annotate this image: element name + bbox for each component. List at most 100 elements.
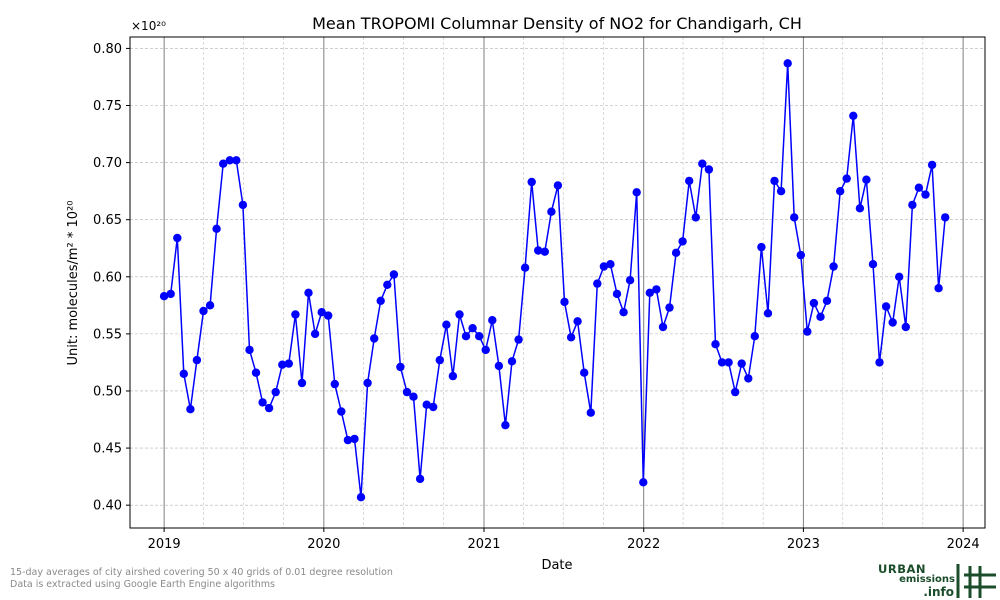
data-point — [744, 374, 753, 383]
data-point — [632, 188, 641, 197]
data-point — [704, 165, 714, 174]
data-point — [159, 292, 169, 301]
data-point — [691, 213, 700, 222]
data-point — [639, 478, 648, 487]
data-point — [685, 176, 694, 186]
data-point — [284, 359, 293, 368]
data-point — [645, 288, 654, 297]
y-tick-label: 0.80 — [93, 42, 122, 57]
data-point — [829, 262, 838, 271]
data-point — [731, 387, 740, 397]
data-point — [934, 284, 943, 293]
data-point — [783, 59, 792, 68]
data-point — [278, 360, 287, 369]
series-line — [163, 63, 946, 498]
plot-frame — [129, 36, 986, 529]
data-point — [816, 312, 825, 321]
data-point — [291, 310, 300, 319]
footnote-line-2: Data is extracted using Google Earth Eng… — [10, 579, 275, 590]
data-point — [402, 387, 412, 397]
data-point — [573, 317, 582, 326]
data-point — [658, 322, 668, 332]
data-point — [881, 302, 891, 311]
data-point — [855, 204, 865, 213]
data-point — [396, 362, 405, 372]
data-point — [468, 324, 477, 333]
series-no2 — [159, 59, 950, 502]
data-point — [461, 332, 471, 341]
data-point — [494, 361, 504, 371]
data-point — [908, 200, 917, 210]
x-tick-label: 2019 — [148, 537, 181, 552]
data-point — [455, 310, 464, 319]
data-point — [179, 369, 188, 378]
data-point — [822, 296, 832, 305]
data-point — [580, 368, 589, 377]
data-point — [475, 332, 484, 341]
logo-grid-icon — [956, 564, 996, 598]
data-point — [895, 272, 904, 281]
y-axis-label: Unit: molecules/m² * 10²⁰ — [66, 201, 81, 366]
data-point — [599, 262, 609, 271]
data-point — [586, 408, 595, 417]
data-point — [888, 318, 897, 327]
data-point — [711, 340, 720, 349]
logo-text-info: .info — [923, 585, 954, 599]
data-point — [901, 322, 910, 332]
data-point — [166, 289, 175, 299]
urban-emissions-logo: URBAN emissions .info — [878, 562, 1000, 600]
data-point — [763, 309, 773, 318]
data-point — [560, 297, 569, 307]
logo-text-urban: URBAN — [878, 562, 926, 576]
data-point — [527, 177, 536, 187]
axes — [129, 36, 986, 529]
data-point — [547, 207, 556, 216]
data-point — [671, 248, 681, 257]
data-point — [173, 233, 182, 243]
x-axis-label: Date — [541, 558, 572, 573]
data-point — [245, 345, 254, 355]
y-tick-label: 0.65 — [93, 213, 122, 228]
data-point — [389, 270, 399, 279]
data-point — [343, 435, 353, 445]
data-point — [442, 320, 451, 329]
data-point — [238, 200, 248, 210]
data-point — [232, 156, 241, 165]
data-point — [324, 311, 333, 320]
data-point — [422, 400, 431, 409]
data-point — [757, 242, 766, 252]
data-point — [927, 160, 937, 170]
data-point — [606, 260, 615, 269]
data-point — [501, 421, 510, 430]
data-point — [370, 334, 379, 343]
data-point — [796, 250, 805, 260]
data-point — [862, 175, 871, 184]
data-point — [219, 159, 228, 168]
data-point — [212, 224, 221, 233]
data-point — [271, 387, 280, 397]
y-tick-label: 0.45 — [93, 442, 122, 457]
grid — [130, 37, 985, 528]
data-point — [186, 405, 195, 414]
data-point — [317, 308, 326, 317]
data-point — [225, 156, 234, 165]
data-point — [488, 316, 497, 325]
data-point — [553, 181, 563, 190]
data-point — [776, 187, 786, 196]
logo-text-emissions: emissions — [899, 574, 955, 585]
data-point — [941, 213, 950, 222]
x-tick-label: 2022 — [627, 537, 660, 552]
x-tick-label: 2021 — [467, 537, 500, 552]
data-point — [199, 306, 208, 316]
data-point — [520, 263, 530, 272]
data-point — [415, 474, 425, 484]
data-point — [507, 357, 517, 366]
data-point — [429, 402, 438, 412]
data-point — [363, 378, 372, 388]
data-point — [534, 246, 543, 255]
data-point — [192, 355, 202, 365]
data-point — [737, 359, 746, 368]
y-tick-label: 0.70 — [93, 156, 122, 171]
data-point — [337, 407, 346, 416]
